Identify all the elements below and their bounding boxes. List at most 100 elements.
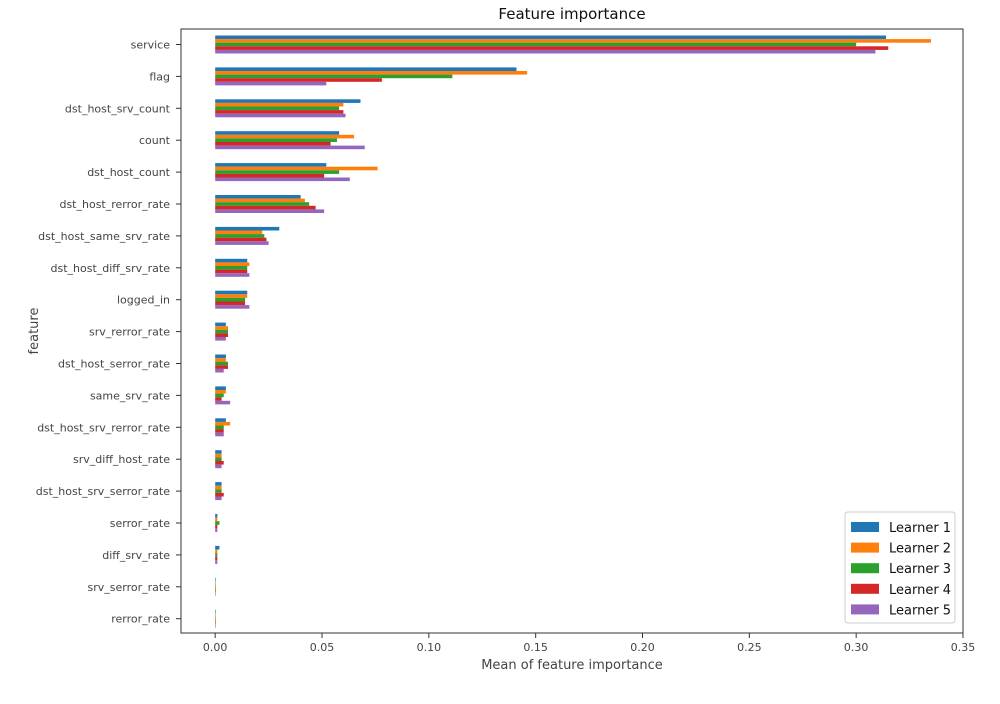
- bar-count-learner-2: [215, 134, 355, 139]
- y-tick-label: diff_srv_rate: [102, 549, 170, 562]
- legend-label-learner-3: Learner 3: [889, 562, 951, 577]
- y-tick-label: srv_rerror_rate: [89, 326, 170, 339]
- bar-srv-rerror-rate-learner-3: [215, 329, 229, 334]
- y-tick-label: dst_host_srv_rerror_rate: [37, 421, 170, 434]
- bar-rerror-rate-learner-2: [215, 613, 216, 617]
- bar-srv-diff-host-rate-learner-3: [215, 457, 222, 461]
- bar-dst-host-serror-rate-learner-3: [215, 361, 229, 366]
- x-tick-label: 0.20: [630, 641, 655, 654]
- bar-rerror-rate-learner-3: [215, 616, 216, 621]
- bar-dst-host-srv-count-learner-1: [215, 99, 361, 103]
- bar-diff-srv-rate-learner-2: [215, 549, 218, 554]
- bar-dst-host-rerror-rate-learner-4: [215, 205, 316, 210]
- bar-serror-rate-learner-1: [215, 514, 218, 518]
- bar-dst-host-srv-serror-rate-learner-4: [215, 492, 224, 497]
- bar-logged-in-learner-2: [215, 294, 248, 298]
- bar-logged-in-learner-1: [215, 290, 248, 295]
- bar-count-learner-4: [215, 142, 331, 146]
- y-tick-label: service: [131, 39, 171, 52]
- bar-dst-host-same-srv-rate-learner-5: [215, 241, 269, 245]
- x-tick-label: 0.05: [310, 641, 335, 654]
- bar-dst-host-serror-rate-learner-2: [215, 358, 226, 362]
- bar-same-srv-rate-learner-3: [215, 393, 224, 398]
- bar-service-learner-1: [215, 35, 887, 40]
- bar-rerror-rate-learner-4: [215, 620, 216, 625]
- bar-serror-rate-learner-5: [215, 528, 218, 532]
- bar-same-srv-rate-learner-1: [215, 386, 226, 390]
- y-tick-label: dst_host_rerror_rate: [59, 198, 170, 211]
- legend-box: [844, 511, 956, 624]
- y-tick-label: srv_diff_host_rate: [73, 453, 170, 466]
- bar-srv-serror-rate-learner-2: [215, 581, 216, 585]
- bar-same-srv-rate-learner-4: [215, 397, 222, 401]
- bar-service-learner-4: [215, 46, 889, 50]
- bar-dst-host-diff-srv-rate-learner-2: [215, 262, 250, 266]
- plot-frame: [180, 28, 964, 634]
- bar-rerror-rate-learner-5: [215, 624, 216, 628]
- bar-logged-in-learner-3: [215, 297, 246, 302]
- bar-dst-host-srv-rerror-rate-learner-5: [215, 432, 224, 437]
- bar-dst-host-srv-rerror-rate-learner-4: [215, 429, 224, 433]
- bar-srv-serror-rate-learner-1: [215, 577, 216, 582]
- bar-dst-host-serror-rate-learner-5: [215, 368, 224, 373]
- legend-swatch-learner-4: [851, 583, 879, 594]
- bar-dst-host-rerror-rate-learner-1: [215, 195, 301, 199]
- bar-serror-rate-learner-4: [215, 524, 218, 529]
- bar-dst-host-serror-rate-learner-4: [215, 365, 229, 369]
- bar-serror-rate-learner-3: [215, 521, 220, 525]
- bar-dst-host-same-srv-rate-learner-4: [215, 237, 267, 242]
- bar-dst-host-srv-serror-rate-learner-3: [215, 489, 222, 493]
- y-tick-label: dst_host_srv_serror_rate: [36, 485, 170, 498]
- bar-diff-srv-rate-learner-4: [215, 556, 218, 561]
- bar-logged-in-learner-5: [215, 305, 250, 309]
- bar-dst-host-diff-srv-rate-learner-1: [215, 258, 248, 263]
- bar-dst-host-rerror-rate-learner-3: [215, 202, 310, 206]
- legend-swatch-learner-2: [851, 542, 879, 553]
- bar-service-learner-5: [215, 49, 876, 54]
- bar-dst-host-count-learner-1: [215, 163, 327, 167]
- bar-logged-in-learner-4: [215, 301, 246, 306]
- bar-dst-host-count-learner-2: [215, 166, 378, 171]
- legend-swatch-learner-3: [851, 563, 879, 574]
- y-axis-title: feature: [27, 308, 42, 355]
- legend-swatch-learner-1: [851, 522, 879, 532]
- bar-srv-rerror-rate-learner-4: [215, 333, 229, 337]
- bar-dst-host-count-learner-3: [215, 170, 340, 174]
- bar-dst-host-diff-srv-rate-learner-4: [215, 269, 248, 274]
- bar-serror-rate-learner-2: [215, 517, 218, 522]
- y-tick-label: dst_host_same_srv_rate: [38, 230, 170, 243]
- bar-dst-host-srv-count-learner-4: [215, 110, 344, 114]
- chart-title: Feature importance: [498, 5, 645, 23]
- bar-srv-rerror-rate-learner-5: [215, 337, 226, 341]
- x-tick-label: 0.30: [844, 641, 869, 654]
- bar-flag-learner-4: [215, 78, 382, 82]
- bar-dst-host-srv-serror-rate-learner-1: [215, 482, 222, 486]
- bar-dst-host-serror-rate-learner-1: [215, 354, 226, 359]
- bar-diff-srv-rate-learner-5: [215, 560, 218, 564]
- bar-srv-diff-host-rate-learner-2: [215, 453, 222, 458]
- y-tick-label: dst_host_srv_count: [65, 102, 171, 115]
- y-tick-label: count: [139, 134, 171, 147]
- y-tick-label: dst_host_serror_rate: [58, 358, 170, 371]
- bar-srv-diff-host-rate-learner-4: [215, 461, 224, 465]
- bar-srv-serror-rate-learner-4: [215, 588, 216, 593]
- legend-label-learner-4: Learner 4: [889, 583, 951, 598]
- bar-diff-srv-rate-learner-1: [215, 545, 220, 550]
- bar-srv-serror-rate-learner-3: [215, 585, 216, 589]
- bar-service-learner-3: [215, 42, 857, 47]
- bar-srv-diff-host-rate-learner-1: [215, 450, 222, 454]
- x-tick-label: 0.25: [737, 641, 762, 654]
- y-tick-label: rerror_rate: [111, 613, 170, 626]
- bar-dst-host-same-srv-rate-learner-1: [215, 226, 280, 231]
- legend-swatch-learner-5: [851, 604, 879, 615]
- legend-label-learner-1: Learner 1: [889, 521, 951, 536]
- y-tick-label: dst_host_count: [87, 166, 170, 179]
- legend-label-learner-5: Learner 5: [889, 603, 951, 618]
- x-tick-label: 0.00: [203, 641, 228, 654]
- bar-srv-rerror-rate-learner-2: [215, 326, 229, 330]
- x-tick-label: 0.35: [951, 641, 976, 654]
- bar-dst-host-rerror-rate-learner-5: [215, 209, 325, 213]
- y-tick-label: same_srv_rate: [90, 389, 170, 402]
